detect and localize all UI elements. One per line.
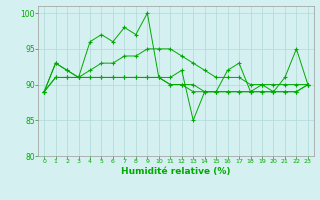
X-axis label: Humidité relative (%): Humidité relative (%): [121, 167, 231, 176]
